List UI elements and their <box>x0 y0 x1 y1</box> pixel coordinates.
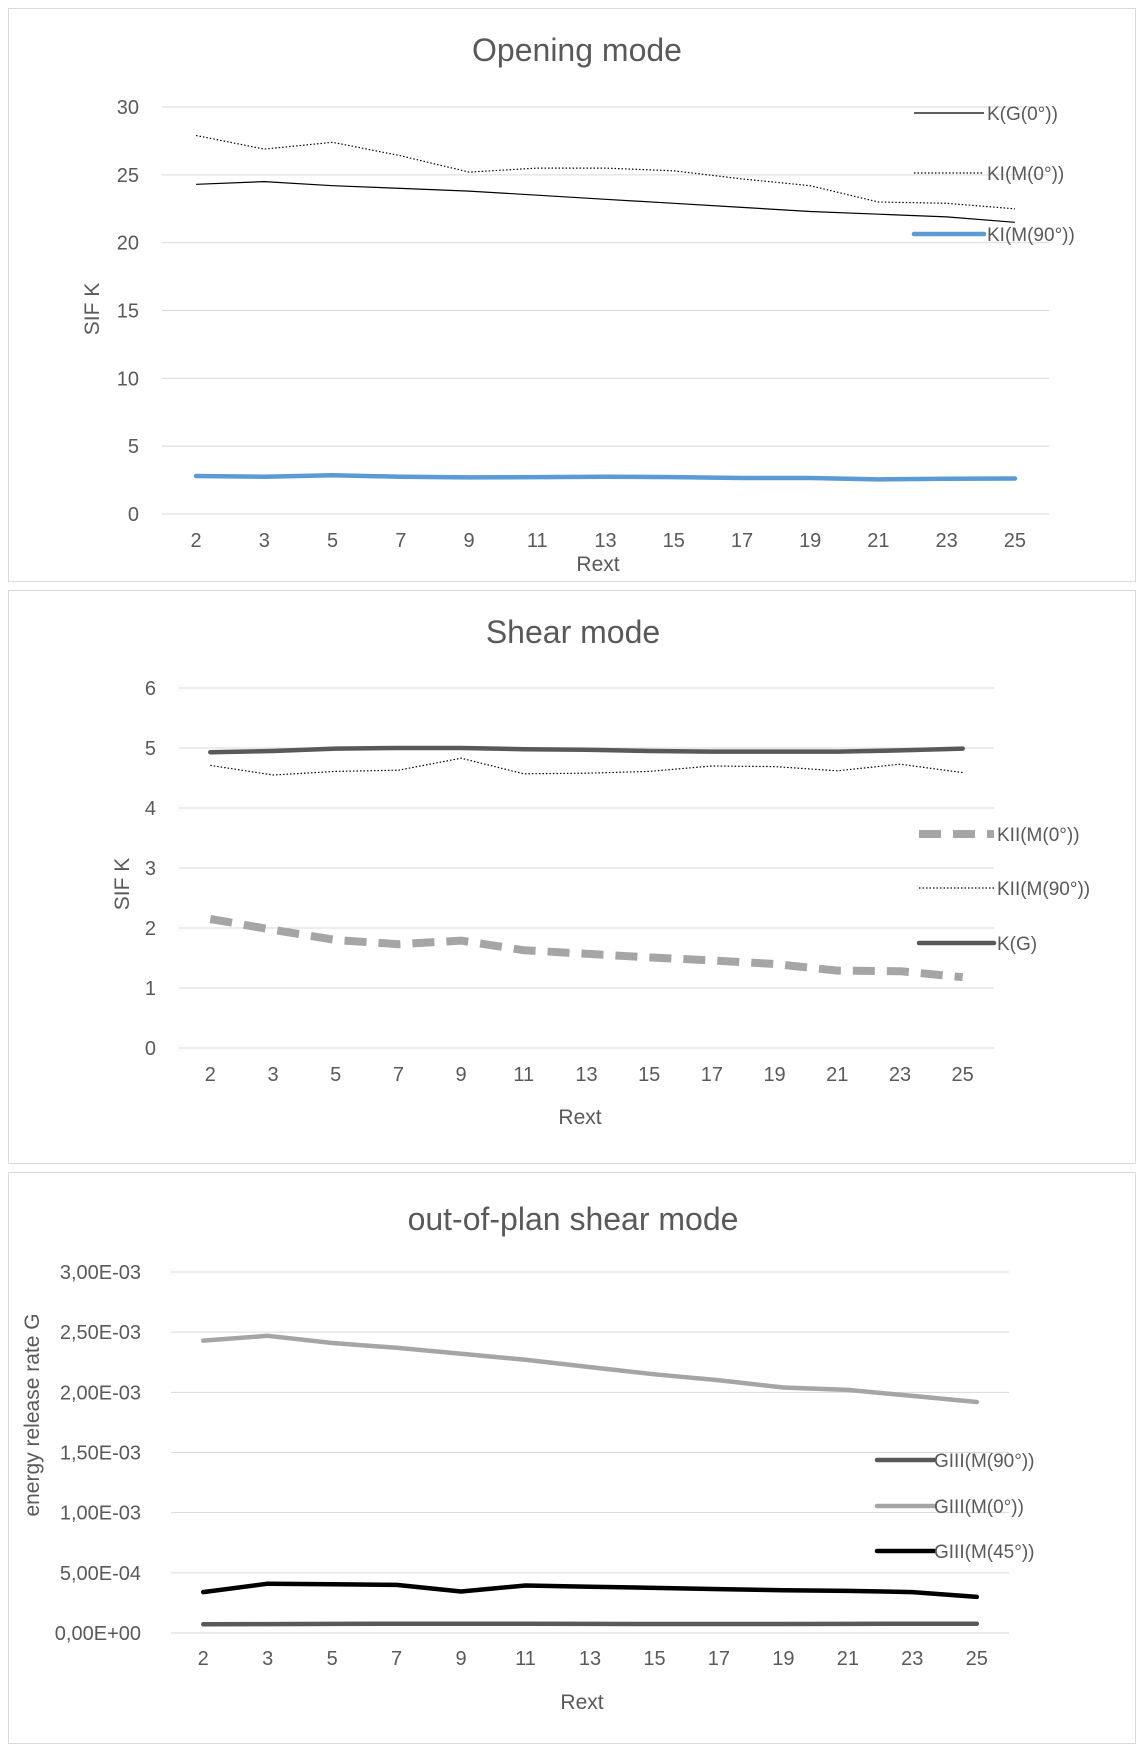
x-tick-label: 21 <box>837 1648 859 1670</box>
legend-label: KI(M(90°)) <box>987 225 1075 246</box>
legend-label: GIII(M(0°)) <box>934 1497 1024 1518</box>
legend-label: KI(M(0°)) <box>987 164 1064 185</box>
y-tick-label: 30 <box>117 97 139 119</box>
x-tick-label: 23 <box>889 1064 911 1086</box>
x-tick-label: 15 <box>663 530 685 552</box>
y-tick-label: 5,00E-04 <box>60 1563 141 1585</box>
x-tick-label: 5 <box>327 530 338 552</box>
shear-mode-chart-panel: Shear mode Rext SIF K 0 1 2 3 4 5 6 2 3 5 7 9 11 13 15… <box>8 590 1136 1164</box>
y-tick-label: 2 <box>145 918 156 940</box>
x-tick-label: 17 <box>708 1648 730 1670</box>
x-tick-label: 5 <box>327 1648 338 1670</box>
y-axis-label: SIF K <box>81 283 104 336</box>
y-tick-label: 3 <box>145 858 156 880</box>
opening-mode-chart-panel: Opening mode Rext SIF K 0 5 10 15 20 25 30 2 3 5 7… <box>8 8 1136 582</box>
series-line <box>208 745 965 755</box>
legend-label: K(G(0°)) <box>987 104 1058 125</box>
series-line <box>195 134 1015 210</box>
x-tick-label: 21 <box>826 1064 848 1086</box>
series-line <box>200 1333 980 1405</box>
x-axis-label: Rext <box>560 1691 603 1714</box>
chart-title: out-of-plan shear mode <box>408 1201 739 1237</box>
y-tick-label: 4 <box>145 798 156 820</box>
x-tick-label: 11 <box>527 530 548 552</box>
x-tick-label: 5 <box>330 1064 341 1086</box>
chart-title: Opening mode <box>472 32 682 68</box>
x-tick-label: 23 <box>936 530 958 552</box>
y-tick-label: 2,50E-03 <box>60 1322 141 1344</box>
x-tick-label: 7 <box>393 1064 404 1086</box>
x-tick-label: 25 <box>966 1648 988 1670</box>
y-tick-label: 15 <box>117 301 139 323</box>
out-of-plan-shear-mode-chart: out-of-plan shear mode Rext energy relea… <box>21 1201 1034 1714</box>
series-line <box>196 181 1015 223</box>
series-line <box>200 1581 980 1600</box>
legend-label: GIII(M(90°)) <box>934 1451 1034 1472</box>
x-tick-label: 2 <box>198 1648 209 1670</box>
x-tick-label: 9 <box>456 1648 467 1670</box>
legend-label: KII(M(90°)) <box>997 879 1090 900</box>
out-of-plan-shear-mode-chart-panel: out-of-plan shear mode Rext energy relea… <box>8 1172 1136 1744</box>
y-tick-label: 0 <box>128 504 139 526</box>
x-tick-label: 25 <box>1004 530 1026 552</box>
x-tick-label: 3 <box>262 1648 273 1670</box>
legend-label: KII(M(0°)) <box>997 825 1080 846</box>
x-tick-label: 13 <box>575 1064 597 1086</box>
x-tick-label: 3 <box>259 530 270 552</box>
y-tick-label: 0 <box>145 1038 156 1060</box>
y-axis-label: SIF K <box>111 858 134 911</box>
series-line <box>209 915 964 982</box>
y-tick-label: 6 <box>145 678 156 700</box>
x-tick-label: 11 <box>515 1648 536 1670</box>
x-tick-label: 15 <box>643 1648 665 1670</box>
y-tick-label: 3,00E-03 <box>60 1262 141 1284</box>
x-tick-label: 23 <box>901 1648 923 1670</box>
x-axis-label: Rext <box>558 1106 601 1129</box>
legend-label: K(G) <box>997 934 1037 955</box>
x-tick-label: 19 <box>763 1064 785 1086</box>
y-tick-label: 5 <box>145 738 156 760</box>
chart-title: Shear mode <box>486 614 660 650</box>
x-tick-label: 17 <box>701 1064 723 1086</box>
y-tick-label: 25 <box>117 165 139 187</box>
x-tick-label: 9 <box>463 530 474 552</box>
x-tick-label: 13 <box>579 1648 601 1670</box>
y-tick-label: 1 <box>145 978 156 1000</box>
x-tick-label: 13 <box>594 530 616 552</box>
series-line <box>200 1621 980 1627</box>
x-tick-label: 25 <box>952 1064 974 1086</box>
x-tick-label: 17 <box>731 530 753 552</box>
y-tick-label: 20 <box>117 233 139 255</box>
x-tick-label: 19 <box>772 1648 794 1670</box>
x-tick-label: 9 <box>456 1064 467 1086</box>
y-tick-label: 1,50E-03 <box>60 1443 141 1465</box>
legend-label: GIII(M(45°)) <box>934 1542 1034 1563</box>
x-tick-label: 2 <box>205 1064 216 1086</box>
series-line <box>193 473 1018 482</box>
series-line <box>210 757 963 776</box>
y-axis-label: energy release rate G <box>21 1313 44 1516</box>
x-tick-label: 11 <box>513 1064 534 1086</box>
y-tick-label: 0,00E+00 <box>55 1623 141 1645</box>
x-tick-label: 19 <box>799 530 821 552</box>
x-tick-label: 7 <box>391 1648 402 1670</box>
y-tick-label: 2,00E-03 <box>60 1382 141 1404</box>
x-axis-label: Rext <box>576 553 619 576</box>
x-tick-label: 7 <box>395 530 406 552</box>
y-tick-label: 1,00E-03 <box>60 1503 141 1525</box>
y-tick-label: 5 <box>128 436 139 458</box>
y-tick-label: 10 <box>117 368 139 390</box>
x-tick-label: 15 <box>638 1064 660 1086</box>
x-tick-label: 2 <box>191 530 202 552</box>
x-tick-label: 3 <box>267 1064 278 1086</box>
x-tick-label: 21 <box>867 530 889 552</box>
